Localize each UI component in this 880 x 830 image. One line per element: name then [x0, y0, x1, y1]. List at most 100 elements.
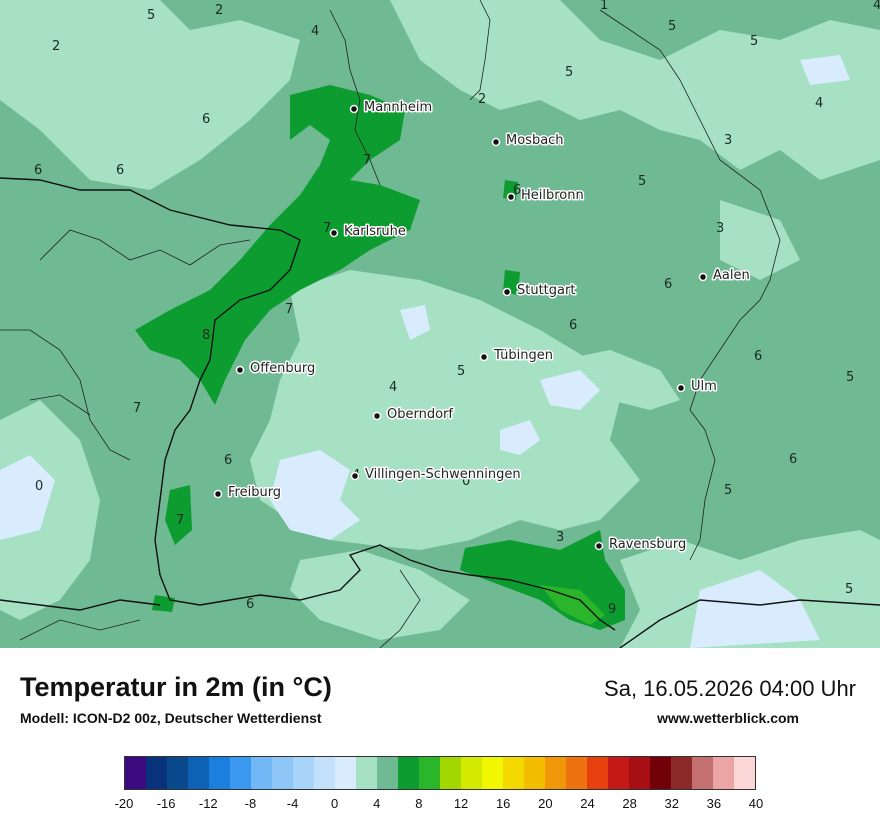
value-label: 1: [600, 0, 608, 13]
value-label: 6: [513, 183, 521, 198]
city-mosbach[interactable]: Mosbach: [491, 132, 565, 150]
svg-text:Oberndorf: Oberndorf: [387, 407, 453, 422]
value-label: 0: [35, 479, 43, 494]
legend-tick-label: 28: [622, 796, 637, 811]
value-label: 9: [608, 602, 616, 617]
value-label: 6: [224, 453, 232, 468]
legend-swatch: [566, 757, 587, 789]
svg-text:Tübingen: Tübingen: [493, 348, 553, 363]
city-freiburg[interactable]: Freiburg: [213, 484, 283, 502]
temp-zone-8-to-10: [540, 585, 605, 625]
svg-text:Karlsruhe: Karlsruhe: [344, 224, 406, 239]
value-label: 6: [34, 163, 42, 178]
svg-text:Villingen-Schwenningen: Villingen-Schwenningen: [365, 467, 521, 482]
legend-swatch: [314, 757, 335, 789]
svg-text:Ravensburg: Ravensburg: [609, 537, 686, 552]
state-borders: [0, 0, 781, 648]
value-label: 6: [246, 597, 254, 612]
temp-zone-2-to-4: [0, 0, 880, 648]
legend-swatch: [629, 757, 650, 789]
legend-swatch: [272, 757, 293, 789]
legend-swatch: [188, 757, 209, 789]
legend-swatch: [461, 757, 482, 789]
value-label: 4: [389, 380, 397, 395]
value-label: 4: [311, 24, 319, 39]
legend-ticks: -20 -16 -12 -8 -4 0 4 8 12 16 20 24 28 32 36 40: [115, 796, 764, 812]
value-label: 2: [215, 3, 223, 18]
city-ulm[interactable]: Ulm: [676, 378, 718, 396]
country-borders: [0, 177, 880, 648]
value-label: 7: [133, 401, 141, 416]
model-info: Modell: ICON-D2 00z, Deutscher Wetterdie…: [20, 710, 322, 726]
value-label: 5: [668, 19, 676, 34]
city-stuttgart[interactable]: Stuttgart: [502, 282, 577, 300]
city-karlsruhe[interactable]: Karlsruhe: [329, 223, 407, 241]
value-label: 5: [750, 34, 758, 49]
legend-tick-label: 4: [373, 796, 381, 811]
legend-tick-label: -4: [286, 796, 299, 811]
city-markers: Mannheim Mosbach Heilbronn Karlsruhe Aal…: [213, 99, 751, 554]
legend-swatch: [209, 757, 230, 789]
value-label: 6: [202, 112, 210, 127]
legend-tick-label: 20: [538, 796, 553, 811]
legend-tick-label: 36: [706, 796, 722, 811]
legend-tick-label: -8: [244, 796, 257, 811]
legend-swatch: [650, 757, 671, 789]
legend-swatch: [146, 757, 167, 789]
value-label: 5: [845, 582, 853, 597]
legend-swatch: [377, 757, 398, 789]
value-label: 6: [664, 277, 672, 292]
value-label: 5: [638, 174, 646, 189]
value-label: 6: [754, 349, 762, 364]
legend-swatch: [230, 757, 251, 789]
city-villingen-schwenningen[interactable]: Villingen-Schwenningen: [350, 466, 522, 484]
legend-tick-label: -12: [198, 796, 218, 811]
value-label: 6: [116, 163, 124, 178]
value-label: 2: [478, 92, 486, 107]
value-label: 6: [789, 452, 797, 467]
legend-swatch: [251, 757, 272, 789]
value-label: 2: [52, 39, 60, 54]
city-aalen[interactable]: Aalen: [698, 267, 751, 285]
legend-swatch: [545, 757, 566, 789]
svg-text:Stuttgart: Stuttgart: [517, 283, 575, 298]
temp-zone-0-to-2: [0, 55, 850, 648]
city-oberndorf[interactable]: Oberndorf: [372, 406, 455, 424]
legend-swatch: [335, 757, 356, 789]
legend-swatch: [398, 757, 419, 789]
value-label: 3: [556, 530, 564, 545]
value-label: 7: [323, 221, 331, 236]
legend-tick-label: 40: [748, 796, 764, 811]
legend-tick-label: 16: [495, 796, 511, 811]
value-label: 3: [716, 221, 724, 236]
legend-tick-label: 8: [415, 796, 423, 811]
legend-swatch: [482, 757, 503, 789]
city-ravensburg[interactable]: Ravensburg: [594, 536, 688, 554]
legend-tick-label: 12: [453, 796, 469, 811]
value-label: 7: [363, 153, 371, 168]
legend-bar: [124, 756, 756, 790]
value-label: 4: [873, 0, 880, 13]
city-offenburg[interactable]: Offenburg: [235, 360, 317, 378]
svg-text:Mosbach: Mosbach: [506, 133, 564, 148]
color-legend: -20 -16 -12 -8 -4 0 4 8 12 16 20 24 28 32 36 40: [115, 756, 763, 811]
value-label: 7: [285, 302, 293, 317]
value-label: 4: [815, 96, 823, 111]
city-tuebingen[interactable]: Tübingen: [479, 347, 555, 365]
map-footer: Temperatur in 2m (in °C) Modell: ICON-D2…: [0, 648, 880, 830]
legend-swatch: [125, 757, 146, 789]
svg-text:Ulm: Ulm: [691, 379, 717, 394]
city-mannheim[interactable]: Mannheim: [349, 99, 434, 117]
city-heilbronn[interactable]: Heilbronn: [506, 187, 585, 205]
legend-swatch: [608, 757, 629, 789]
map-title: Temperatur in 2m (in °C): [20, 672, 332, 702]
legend-swatch: [587, 757, 608, 789]
value-label: 7: [176, 513, 184, 528]
legend-swatch: [713, 757, 734, 789]
legend-swatch: [167, 757, 188, 789]
legend-tick-label: -16: [156, 796, 176, 811]
legend-tick-label: 32: [664, 796, 679, 811]
website-link[interactable]: www.wetterblick.com: [657, 710, 799, 726]
legend-swatch: [734, 757, 755, 789]
legend-swatch: [692, 757, 713, 789]
